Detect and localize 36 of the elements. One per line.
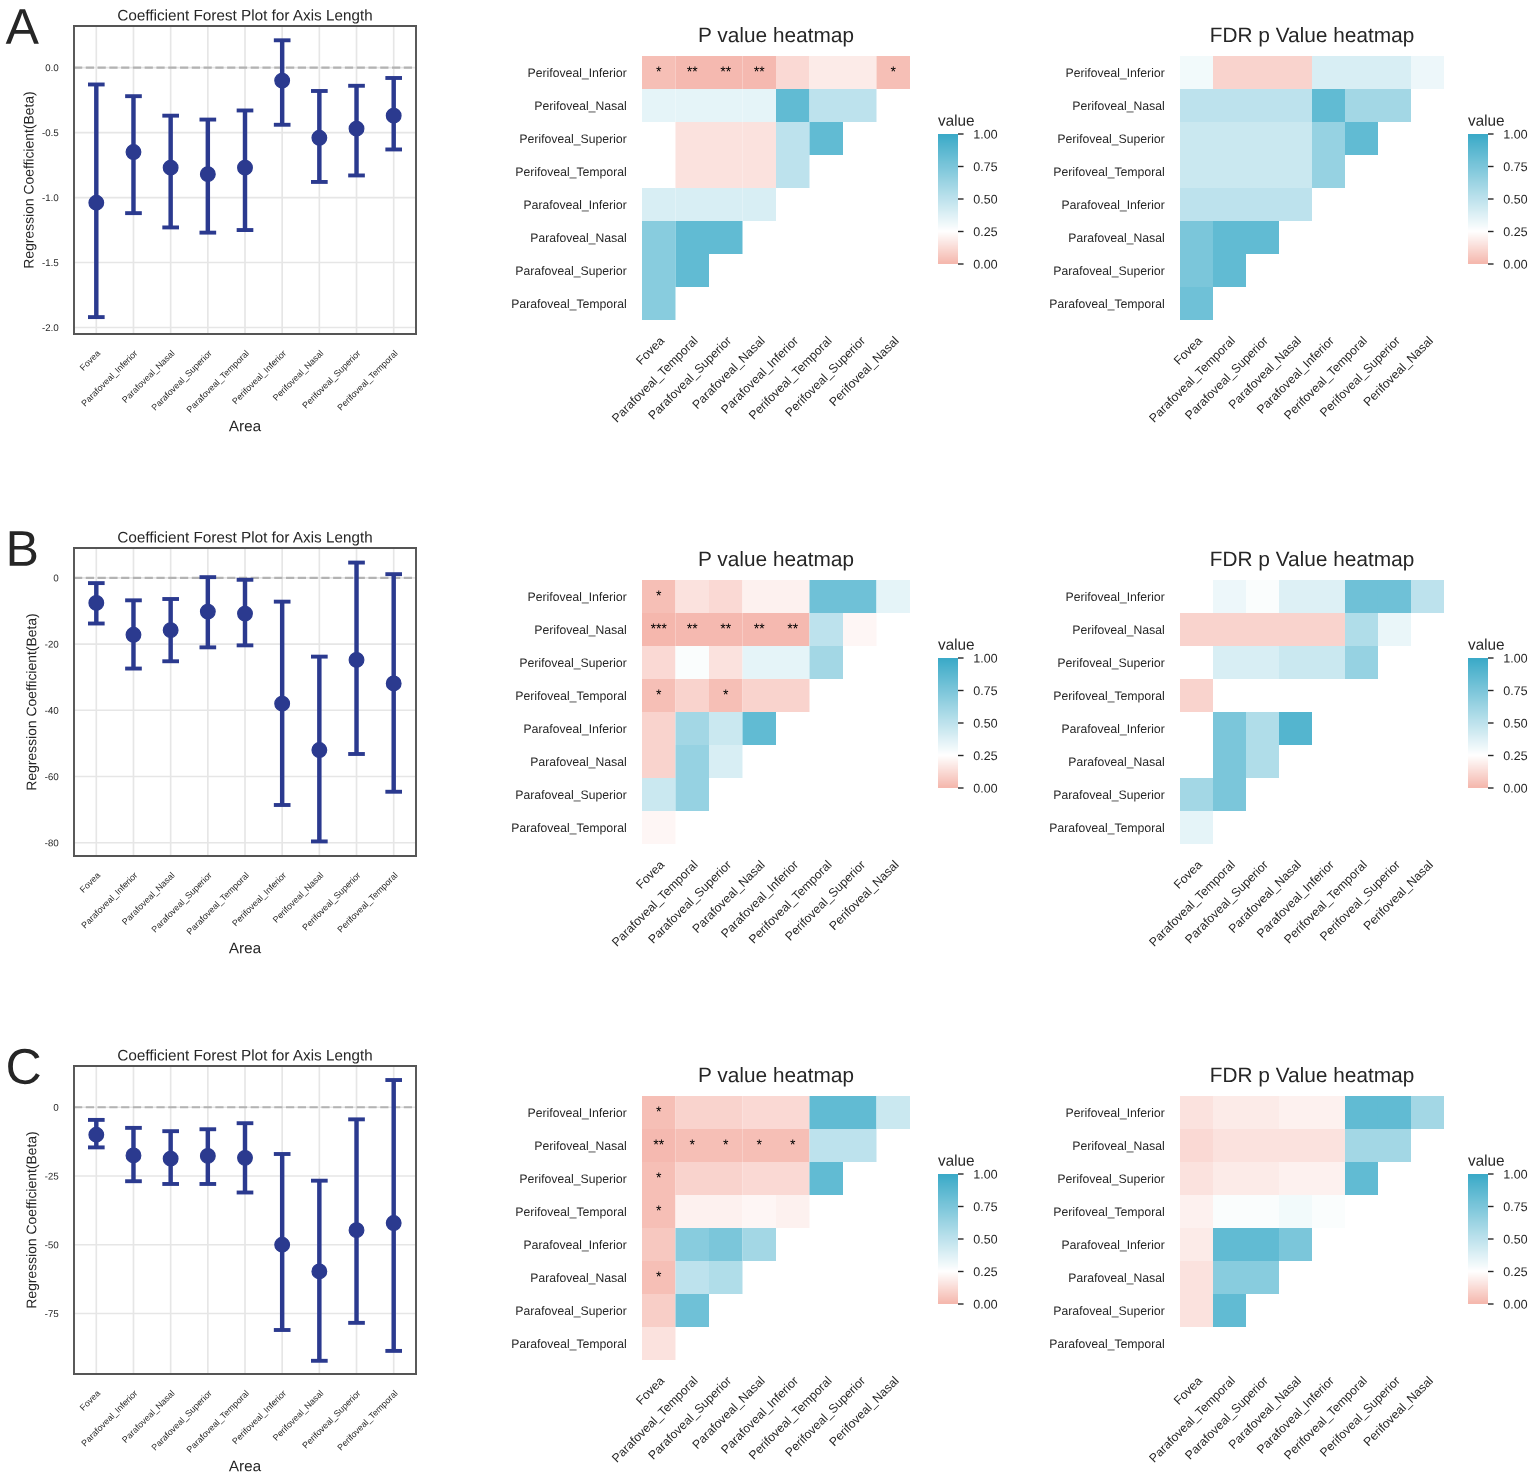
chart-title: P value heatmap xyxy=(699,551,854,571)
point xyxy=(199,166,216,183)
point xyxy=(237,605,253,622)
point xyxy=(162,1150,179,1167)
text: A xyxy=(5,9,39,44)
point xyxy=(125,144,142,160)
point xyxy=(125,626,142,643)
point xyxy=(162,159,179,176)
point xyxy=(274,695,291,712)
point xyxy=(88,1126,105,1143)
text: C xyxy=(8,1048,40,1085)
point xyxy=(274,72,291,89)
point xyxy=(199,1147,216,1164)
point xyxy=(348,652,365,668)
point xyxy=(348,120,365,137)
point xyxy=(162,622,179,639)
chart-title: P value heatmap xyxy=(699,27,854,47)
point xyxy=(237,159,253,176)
point xyxy=(385,1215,402,1231)
text: B xyxy=(9,531,37,566)
point xyxy=(274,1236,291,1253)
point xyxy=(88,595,105,611)
point xyxy=(237,1149,253,1166)
point xyxy=(311,1263,328,1280)
point xyxy=(348,1222,365,1239)
point xyxy=(88,194,105,211)
chart-title: FDR p Value heatmap xyxy=(1211,1067,1414,1087)
point xyxy=(199,603,216,620)
point xyxy=(385,107,402,124)
chart-title: P value heatmap xyxy=(699,1067,854,1087)
point xyxy=(311,129,328,146)
chart-title: FDR p Value heatmap xyxy=(1211,551,1414,571)
point xyxy=(385,675,402,692)
chart-title: FDR p Value heatmap xyxy=(1211,27,1414,47)
point xyxy=(311,742,328,758)
point xyxy=(125,1147,142,1164)
